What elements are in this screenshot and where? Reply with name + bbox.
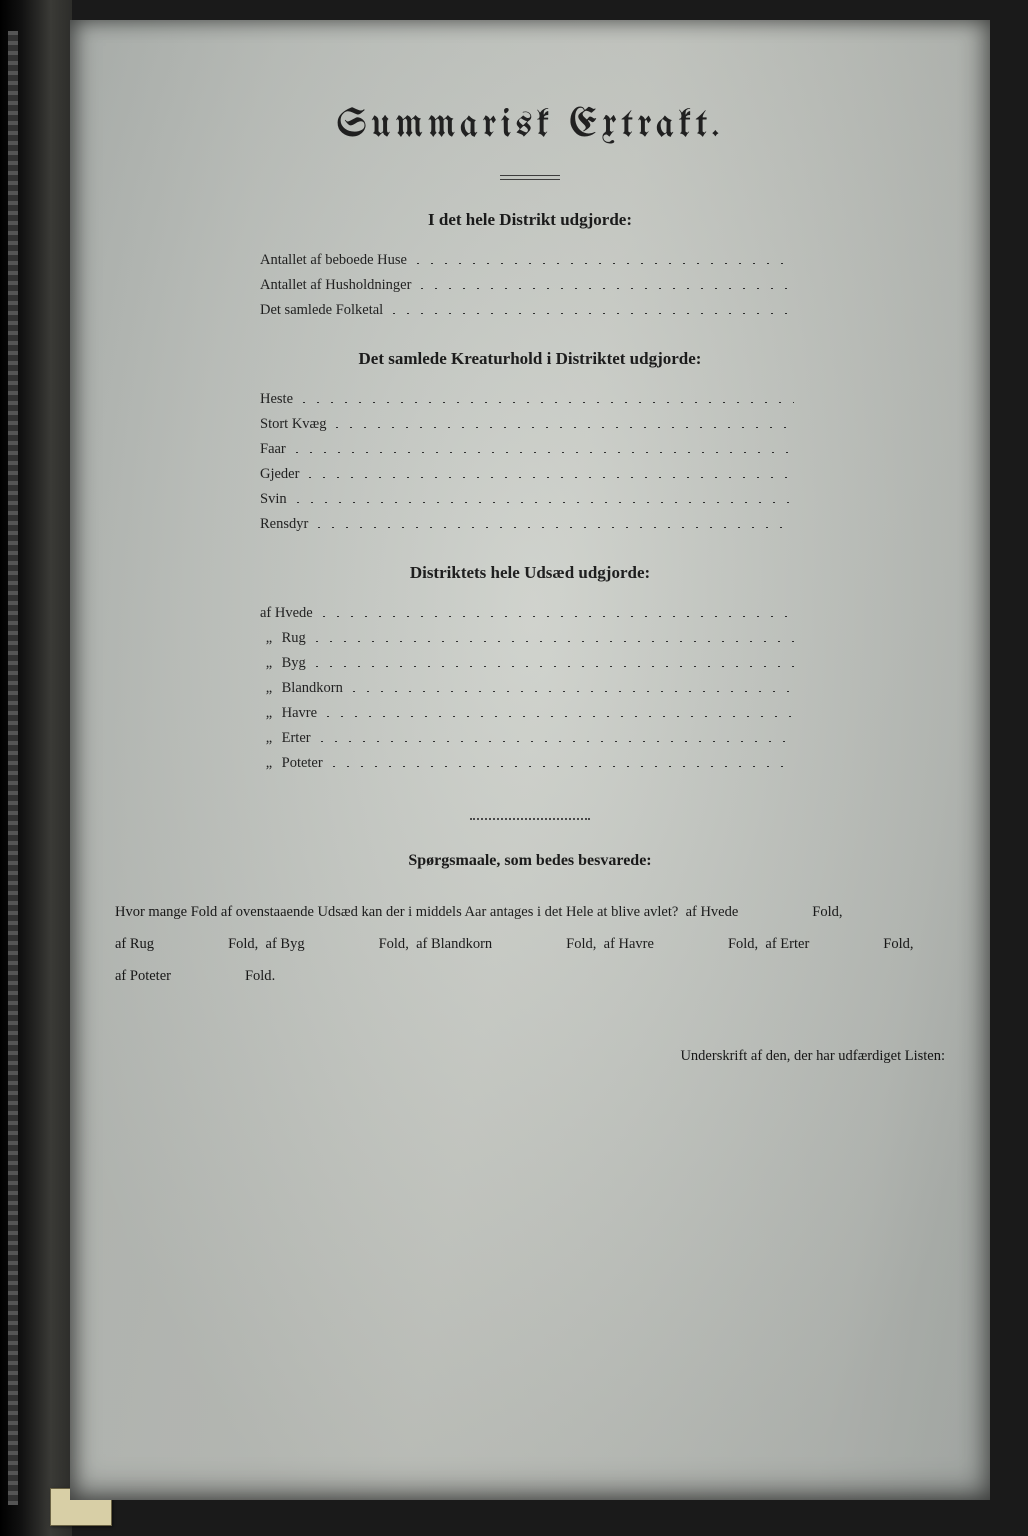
dot-leader — [297, 502, 794, 503]
row-barley: „ Byg — [260, 655, 800, 672]
dot-leader — [296, 452, 794, 453]
period: . — [272, 968, 276, 984]
dot-leader — [323, 616, 794, 617]
label: Rensdyr — [260, 516, 308, 533]
crop: Byg — [282, 655, 306, 671]
label: „ Rug — [260, 630, 306, 647]
dot-leader — [393, 313, 794, 314]
q-wheat: af Hvede — [686, 904, 739, 920]
label: „ Blandkorn — [260, 680, 343, 697]
dot-leader — [421, 288, 794, 289]
crop: Erter — [282, 730, 311, 746]
section2-heading: Det samlede Kreaturhold i Distriktet udg… — [260, 349, 800, 369]
row-sheep: Faar — [260, 441, 800, 458]
signature-line: Underskrift af den, der har udfærdiget L… — [115, 1048, 945, 1065]
label: „ Erter — [260, 730, 311, 747]
document-page: Summarisk Extrakt. I det hele Distrikt u… — [70, 20, 990, 1500]
section-livestock: Det samlede Kreaturhold i Distriktet udg… — [260, 349, 800, 533]
row-goats: Gjeder — [260, 466, 800, 483]
wavy-divider — [470, 818, 590, 826]
dot-leader — [333, 766, 794, 767]
crop: Poteter — [282, 755, 323, 771]
dot-leader — [303, 402, 794, 403]
q-rye: af Rug — [115, 936, 154, 952]
label: Antallet af Husholdninger — [260, 277, 411, 294]
label: Antallet af beboede Huse — [260, 252, 407, 269]
label: Faar — [260, 441, 286, 458]
row-cattle: Stort Kvæg — [260, 416, 800, 433]
unit: Fold — [245, 968, 272, 984]
row-peas: „ Erter — [260, 730, 800, 747]
crop: Havre — [282, 705, 317, 721]
dot-leader — [327, 716, 794, 717]
scan-surface: Summarisk Extrakt. I det hele Distrikt u… — [0, 0, 1028, 1536]
dot-leader — [316, 666, 794, 667]
row-pigs: Svin — [260, 491, 800, 508]
row-population: Det samlede Folketal — [260, 302, 800, 319]
dot-leader — [316, 641, 794, 642]
row-potatoes: „ Poteter — [260, 755, 800, 772]
crop: Hvede — [275, 605, 313, 621]
label: Det samlede Folketal — [260, 302, 383, 319]
unit: Fold — [812, 904, 839, 920]
q-peas: af Erter — [765, 936, 809, 952]
rule-divider — [500, 175, 560, 180]
question-lead: Hvor mange Fold af ovenstaaende Udsæd ka… — [115, 904, 678, 920]
prefix: af — [260, 605, 271, 621]
section1-heading: I det hele Distrikt udgjorde: — [260, 210, 800, 230]
crop: Blandkorn — [282, 680, 343, 696]
ditto-mark: „ — [260, 680, 278, 697]
label: Svin — [260, 491, 287, 508]
label: Stort Kvæg — [260, 416, 326, 433]
unit: Fold — [566, 936, 593, 952]
q-oats: af Havre — [604, 936, 654, 952]
label: „ Byg — [260, 655, 306, 672]
page-title: Summarisk Extrakt. — [70, 106, 990, 147]
label: af Hvede — [260, 605, 313, 622]
row-reindeer: Rensdyr — [260, 516, 800, 533]
q-barley: af Byg — [266, 936, 305, 952]
dot-leader — [336, 427, 794, 428]
row-houses: Antallet af beboede Huse — [260, 252, 800, 269]
ditto-mark: „ — [260, 755, 278, 772]
row-rye: „ Rug — [260, 630, 800, 647]
crop: Rug — [282, 630, 306, 646]
ditto-mark: „ — [260, 630, 278, 647]
dot-leader — [417, 263, 794, 264]
label: Heste — [260, 391, 293, 408]
question-paragraph: Hvor mange Fold af ovenstaaende Udsæd ka… — [115, 896, 945, 992]
row-horses: Heste — [260, 391, 800, 408]
unit: Fold — [883, 936, 910, 952]
dot-leader — [318, 527, 794, 528]
section-district-totals: I det hele Distrikt udgjorde: Antallet a… — [260, 210, 800, 319]
dot-leader — [353, 691, 794, 692]
label: „ Havre — [260, 705, 317, 722]
ditto-mark: „ — [260, 655, 278, 672]
ditto-mark: „ — [260, 705, 278, 722]
unit: Fold — [379, 936, 406, 952]
label: „ Poteter — [260, 755, 323, 772]
section3-heading: Distriktets hele Udsæd udgjorde: — [260, 563, 800, 583]
book-spine — [0, 0, 72, 1536]
ditto-mark: „ — [260, 730, 278, 747]
label: Gjeder — [260, 466, 299, 483]
row-oats: „ Havre — [260, 705, 800, 722]
unit: Fold — [728, 936, 755, 952]
question-heading: Spørgsmaale, som bedes besvarede: — [70, 852, 990, 870]
row-wheat: af Hvede — [260, 605, 800, 622]
section-seed: Distriktets hele Udsæd udgjorde: af Hved… — [260, 563, 800, 772]
dot-leader — [309, 477, 794, 478]
row-mixedcorn: „ Blandkorn — [260, 680, 800, 697]
unit: Fold — [228, 936, 255, 952]
q-mixed: af Blandkorn — [416, 936, 492, 952]
q-potatoes: af Poteter — [115, 968, 171, 984]
row-households: Antallet af Husholdninger — [260, 277, 800, 294]
dot-leader — [321, 741, 794, 742]
